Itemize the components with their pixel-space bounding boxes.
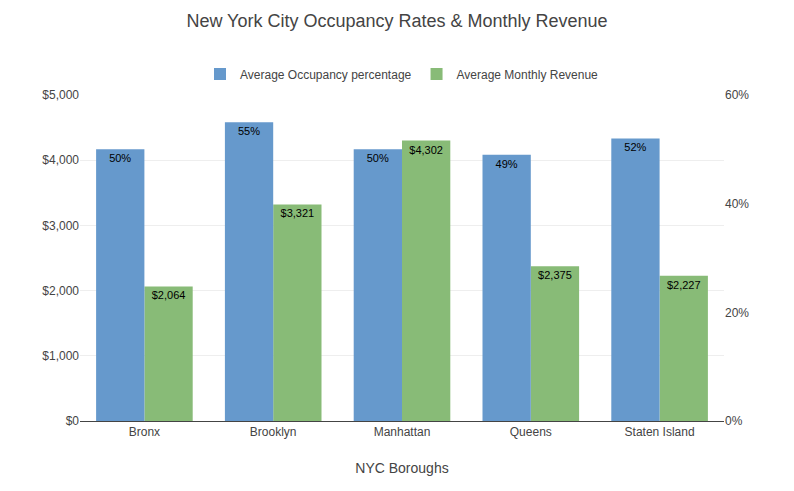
svg-text:New York City Occupancy Rates: New York City Occupancy Rates & Monthly …: [186, 11, 607, 31]
svg-text:50%: 50%: [367, 152, 389, 164]
svg-text:Average Monthly Revenue: Average Monthly Revenue: [457, 68, 599, 82]
svg-text:Average Occupancy percentage: Average Occupancy percentage: [240, 68, 412, 82]
svg-text:Brooklyn: Brooklyn: [250, 425, 297, 439]
svg-text:Queens: Queens: [510, 425, 552, 439]
svg-text:Staten Island: Staten Island: [625, 425, 695, 439]
svg-text:20%: 20%: [725, 306, 749, 320]
svg-text:$4,302: $4,302: [409, 144, 443, 156]
svg-text:$2,375: $2,375: [538, 269, 572, 281]
svg-text:49%: 49%: [496, 158, 518, 170]
svg-text:Bronx: Bronx: [129, 425, 160, 439]
svg-text:NYC Boroughs: NYC Boroughs: [355, 460, 448, 476]
svg-text:$4,000: $4,000: [42, 153, 79, 167]
svg-text:0%: 0%: [725, 414, 743, 428]
svg-text:Manhattan: Manhattan: [374, 425, 431, 439]
svg-text:$0: $0: [66, 414, 80, 428]
svg-text:$1,000: $1,000: [42, 349, 79, 363]
svg-text:$2,227: $2,227: [667, 279, 701, 291]
svg-text:40%: 40%: [725, 197, 749, 211]
svg-text:52%: 52%: [624, 141, 646, 153]
svg-text:55%: 55%: [238, 125, 260, 137]
svg-text:$2,000: $2,000: [42, 284, 79, 298]
svg-text:50%: 50%: [109, 152, 131, 164]
svg-text:$3,321: $3,321: [281, 207, 315, 219]
svg-text:60%: 60%: [725, 88, 749, 102]
svg-text:$2,064: $2,064: [152, 289, 186, 301]
svg-text:$3,000: $3,000: [42, 219, 79, 233]
svg-text:$5,000: $5,000: [42, 88, 79, 102]
